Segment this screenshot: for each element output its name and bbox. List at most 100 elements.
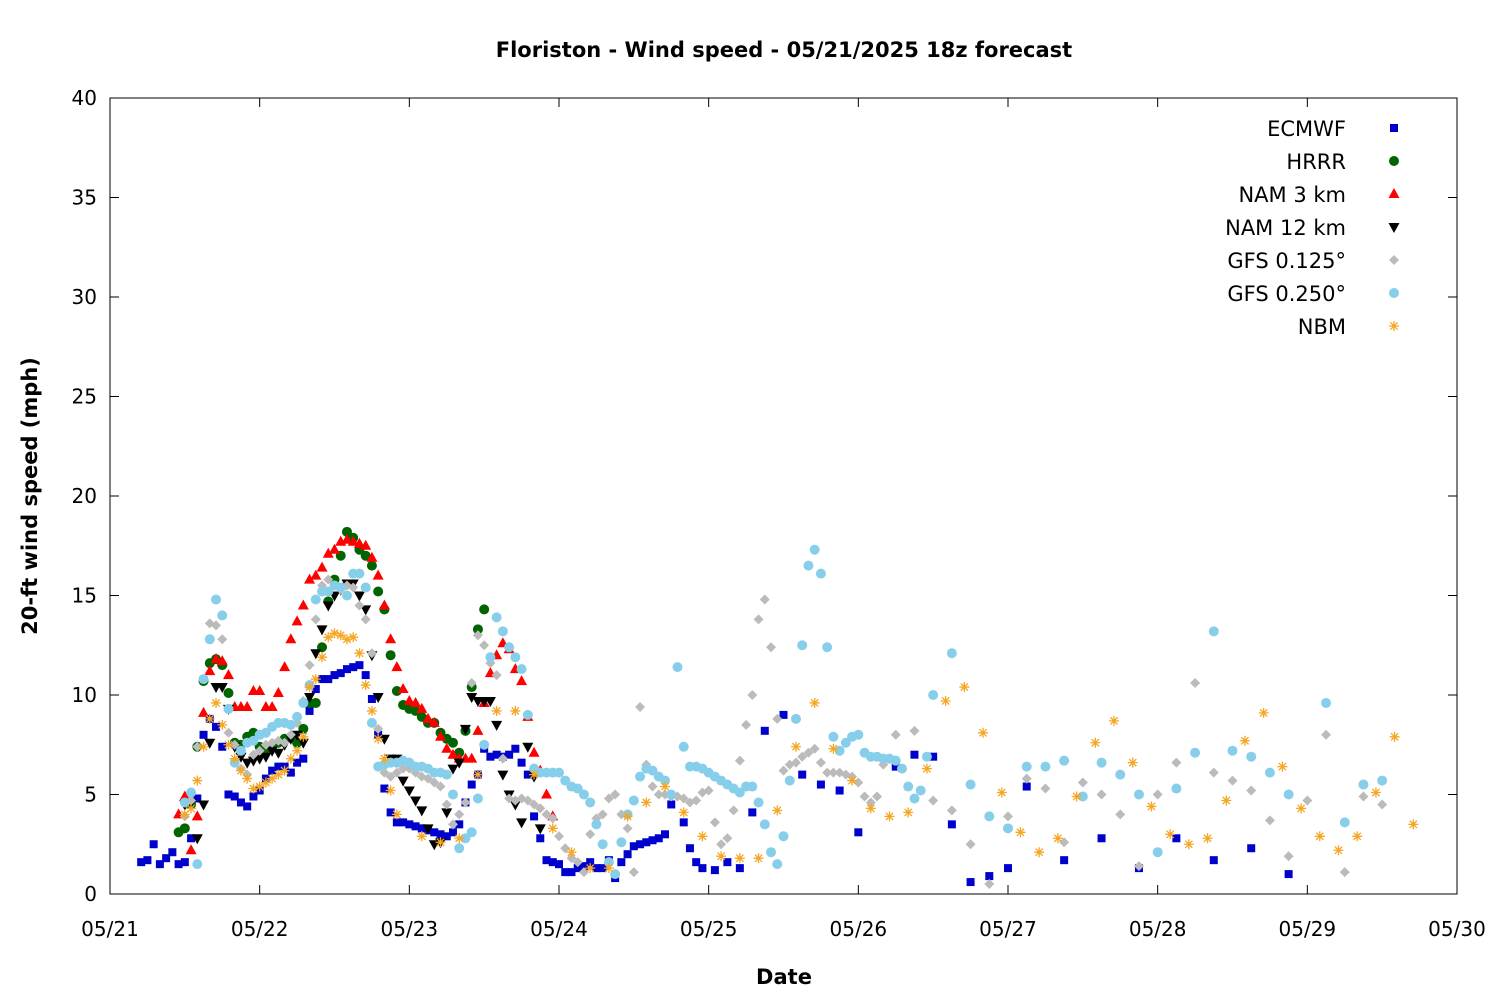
data-point [366, 551, 378, 562]
data-point [204, 738, 216, 749]
data-point [217, 634, 228, 645]
data-point [709, 817, 720, 828]
legend-marker [1389, 288, 1399, 298]
data-point [1152, 789, 1163, 800]
data-point [397, 776, 409, 787]
data-point [1227, 745, 1238, 756]
data-point [254, 685, 266, 696]
data-point [815, 568, 826, 579]
legend-label: NBM [1298, 315, 1346, 339]
data-point [535, 803, 546, 814]
data-point [441, 742, 453, 753]
data-point [324, 675, 333, 684]
x-tick-label: 05/23 [381, 917, 439, 941]
data-point [667, 800, 676, 809]
data-point [1246, 785, 1257, 796]
data-point [1096, 789, 1107, 800]
data-point [561, 868, 570, 877]
data-point [628, 867, 639, 878]
y-tick-label: 5 [84, 783, 97, 807]
data-point [1358, 791, 1369, 802]
data-point [822, 642, 833, 653]
data-point [491, 705, 502, 716]
data-point [248, 735, 259, 746]
data-point [1183, 839, 1194, 850]
data-point [204, 713, 215, 724]
data-point [230, 792, 239, 801]
data-point [965, 839, 976, 850]
data-point [653, 789, 664, 800]
legend-label: ECMWF [1267, 117, 1346, 141]
data-point [380, 784, 389, 793]
data-point [798, 770, 807, 779]
data-point [1377, 799, 1388, 810]
chart-title: Floriston - Wind speed - 05/21/2025 18z … [496, 38, 1072, 62]
data-point [403, 786, 415, 797]
data-point [978, 727, 989, 738]
data-point [472, 724, 484, 735]
data-point [360, 550, 371, 561]
data-point [353, 537, 365, 548]
data-point [797, 640, 808, 651]
data-point [1071, 791, 1082, 802]
data-point [472, 793, 483, 804]
data-point [909, 725, 920, 736]
data-point [436, 830, 445, 839]
data-point [367, 694, 376, 703]
data-point [623, 850, 632, 859]
data-point [155, 860, 164, 869]
data-point [1146, 801, 1157, 812]
data-point [422, 712, 434, 723]
data-point [635, 771, 646, 782]
data-point [536, 834, 545, 843]
data-point [311, 685, 320, 694]
data-point [310, 649, 322, 660]
data-point [391, 661, 403, 672]
data-point [748, 808, 757, 817]
data-point [678, 807, 689, 818]
data-point [966, 878, 975, 887]
data-point [1258, 707, 1269, 718]
data-point [460, 833, 471, 844]
data-point [828, 767, 839, 778]
data-point [385, 633, 397, 644]
data-point [1239, 735, 1250, 746]
data-point [803, 747, 814, 758]
data-point [1133, 789, 1144, 800]
data-point [366, 560, 377, 571]
data-point [241, 758, 253, 769]
legend-label: NAM 12 km [1225, 216, 1346, 240]
data-point [678, 741, 689, 752]
data-point [292, 745, 303, 756]
data-point [460, 797, 471, 808]
data-point [1109, 715, 1120, 726]
data-point [573, 864, 582, 873]
data-point [310, 614, 321, 625]
data-point [272, 748, 284, 759]
data-point [547, 813, 558, 824]
data-point [572, 783, 583, 794]
data-point [385, 650, 396, 661]
data-point [854, 828, 863, 837]
data-point [379, 767, 390, 778]
data-point [1208, 626, 1219, 637]
data-point [1003, 811, 1013, 822]
data-point [816, 780, 825, 789]
data-point [274, 762, 283, 771]
data-point [180, 858, 189, 867]
data-point [279, 737, 290, 748]
data-point [505, 750, 514, 759]
data-point [567, 868, 576, 877]
data-point [467, 780, 476, 789]
data-point [965, 779, 976, 790]
data-point [310, 697, 321, 708]
data-point [149, 840, 158, 849]
data-point [204, 634, 215, 645]
data-point [397, 683, 409, 694]
data-point [459, 724, 471, 735]
data-point [642, 838, 651, 847]
data-point [430, 828, 439, 837]
data-point [492, 750, 501, 759]
data-point [453, 758, 465, 769]
data-point [373, 586, 384, 597]
